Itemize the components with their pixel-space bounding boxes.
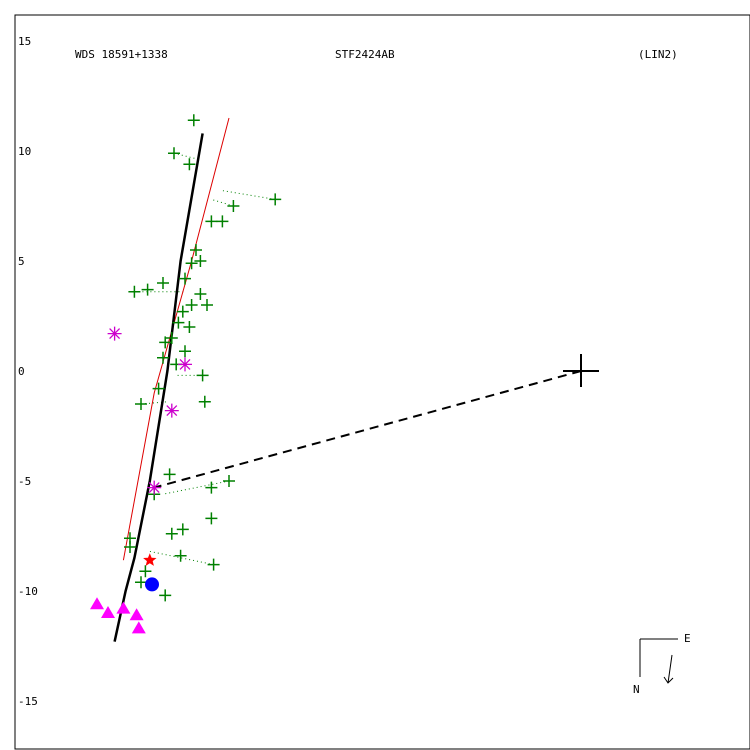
- plus-marker: [135, 576, 147, 589]
- plus-marker: [183, 321, 196, 333]
- plus-marker: [205, 512, 218, 525]
- plus-marker: [172, 316, 185, 329]
- plus-marker: [201, 299, 213, 311]
- plus-marker: [207, 558, 220, 571]
- plus-marker: [179, 272, 191, 285]
- residual-link: [173, 152, 201, 161]
- plus-marker: [139, 565, 152, 578]
- y-tick-label: -10: [18, 585, 38, 598]
- plus-marker: [174, 549, 187, 562]
- triangle-marker: [90, 597, 104, 610]
- star-marker: [143, 553, 157, 566]
- circle-marker: [145, 577, 159, 592]
- orbit-track-black: [113, 133, 204, 642]
- y-tick-label: -15: [18, 695, 38, 708]
- plus-marker: [163, 468, 176, 481]
- plus-marker: [179, 345, 191, 358]
- plus-marker: [185, 299, 198, 311]
- plus-marker: [152, 382, 165, 395]
- y-tick-labels: 15 10 5 0 -5 -10 -15: [18, 35, 38, 708]
- plus-marker: [205, 215, 218, 228]
- plus-marker: [157, 351, 169, 364]
- plus-marker: [194, 288, 207, 300]
- plus-marker: [185, 257, 198, 270]
- plus-marker: [165, 527, 178, 540]
- triangle-marker: [116, 601, 131, 614]
- plus-marker: [168, 147, 180, 160]
- plot-frame: [14, 14, 750, 750]
- triangle-marker: [131, 621, 146, 634]
- asterisk-marker: [147, 480, 162, 495]
- plus-marker: [159, 589, 172, 602]
- plus-marker: [205, 481, 218, 494]
- y-tick-label: 10: [18, 145, 31, 158]
- motion-direction-arrow: [663, 654, 674, 684]
- plus-marker: [269, 193, 282, 206]
- residual-link: [211, 198, 234, 207]
- y-tick-label: 5: [18, 255, 25, 268]
- triangle-marker: [129, 608, 144, 621]
- y-tick-label: -5: [18, 475, 31, 488]
- compass-north-label: N: [633, 683, 640, 696]
- orbit-tracks: [113, 117, 582, 642]
- plus-marker: [124, 541, 136, 553]
- asterisk-marker: [164, 403, 179, 418]
- plus-marker: [165, 332, 178, 344]
- plus-marker: [157, 277, 169, 289]
- residual-link: [149, 550, 214, 566]
- plus-marker: [183, 158, 196, 171]
- observation-points: [90, 114, 282, 634]
- residual-link: [222, 190, 276, 200]
- residual-link: [162, 480, 230, 495]
- triangle-marker: [101, 606, 115, 618]
- primary-star: [563, 354, 599, 387]
- plus-marker: [159, 336, 172, 349]
- plus-marker: [128, 285, 141, 298]
- y-tick-label: 0: [18, 365, 25, 378]
- chart-title-reference: (LIN2): [638, 48, 678, 61]
- chart-title-pair: STF2424AB: [335, 48, 395, 61]
- plus-marker: [223, 475, 235, 487]
- asterisk-marker: [178, 357, 192, 372]
- plus-marker: [190, 244, 202, 256]
- plus-marker: [176, 305, 189, 318]
- compass-east-label: E: [684, 632, 691, 645]
- plus-marker: [135, 398, 147, 410]
- residual-links: [134, 152, 276, 566]
- plus-marker: [187, 114, 200, 127]
- orbit-track-red: [122, 117, 230, 561]
- plus-marker: [196, 369, 209, 382]
- y-tick-label: 15: [18, 35, 31, 48]
- plus-marker: [198, 395, 211, 408]
- plus-marker: [176, 523, 189, 536]
- plus-marker: [141, 283, 154, 296]
- plus-marker: [227, 200, 240, 212]
- primary-star-cross: [563, 354, 599, 387]
- plus-marker: [194, 255, 207, 267]
- separation-line: [153, 370, 582, 489]
- plus-marker: [216, 215, 229, 228]
- compass-rose: E N: [633, 632, 691, 696]
- asterisk-marker: [107, 326, 122, 341]
- chart-title-wds: WDS 18591+1338: [75, 48, 168, 61]
